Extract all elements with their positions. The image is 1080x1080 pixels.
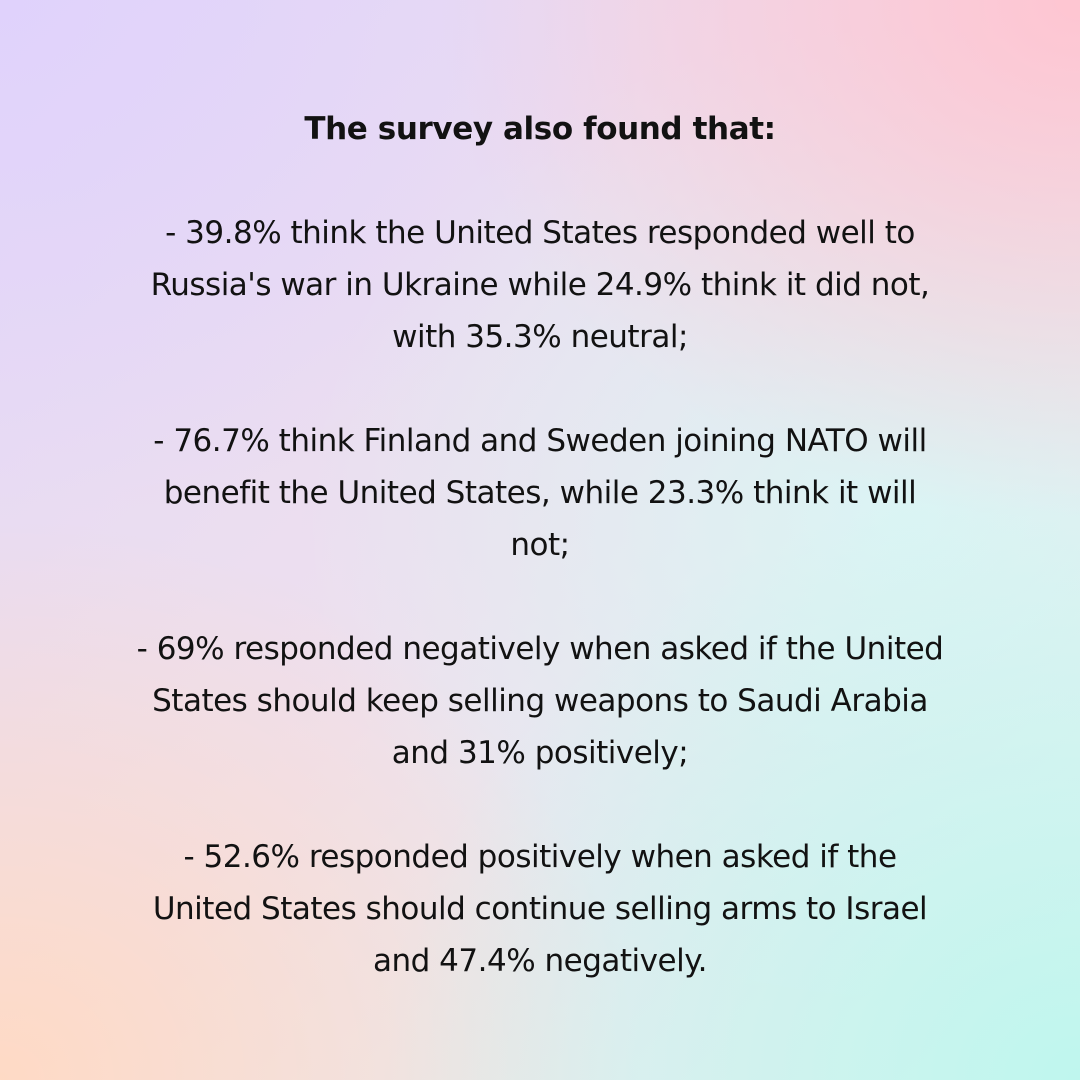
finding-saudi-arabia: - 69% responded negatively when asked if… xyxy=(45,623,1035,779)
finding-nato: - 76.7% think Finland and Sweden joining… xyxy=(45,415,1035,571)
paragraph-line: with 35.3% neutral; xyxy=(392,319,688,355)
paragraph-line: not; xyxy=(510,527,570,563)
paragraph-line: - 76.7% think Finland and Sweden joining… xyxy=(153,423,927,459)
paragraph-line: - 69% responded negatively when asked if… xyxy=(136,631,944,667)
spacer xyxy=(0,571,1080,623)
paragraph-line: States should keep selling weapons to Sa… xyxy=(152,683,928,719)
paragraph-line: - 39.8% think the United States responde… xyxy=(165,215,915,251)
paragraph-line: benefit the United States, while 23.3% t… xyxy=(163,475,917,511)
paragraph-line: and 47.4% negatively. xyxy=(373,943,707,979)
spacer xyxy=(0,363,1080,415)
spacer xyxy=(0,155,1080,207)
finding-ukraine: - 39.8% think the United States responde… xyxy=(45,207,1035,363)
heading: The survey also found that: xyxy=(304,111,776,147)
finding-israel: - 52.6% responded positively when asked … xyxy=(45,831,1035,987)
spacer xyxy=(0,779,1080,831)
paragraph-line: United States should continue selling ar… xyxy=(152,891,928,927)
text-card: The survey also found that: - 39.8% thin… xyxy=(0,103,1080,987)
paragraph-line: Russia's war in Ukraine while 24.9% thin… xyxy=(150,267,930,303)
paragraph-line: and 31% positively; xyxy=(391,735,689,771)
paragraph-line: - 52.6% responded positively when asked … xyxy=(183,839,897,875)
